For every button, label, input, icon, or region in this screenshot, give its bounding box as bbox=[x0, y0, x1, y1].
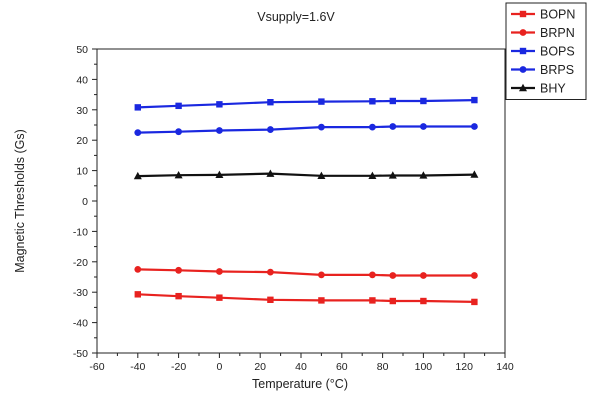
series-bhy bbox=[133, 169, 479, 180]
data-point-bhy bbox=[174, 170, 183, 179]
series-brps bbox=[134, 123, 478, 137]
series-bopn bbox=[134, 291, 478, 306]
data-point-brpn bbox=[267, 268, 274, 276]
data-point-bops bbox=[471, 96, 478, 104]
data-point-bopn bbox=[420, 297, 427, 305]
data-point-bhy bbox=[133, 171, 142, 180]
data-point-brpn bbox=[369, 271, 376, 279]
data-point-bhy bbox=[368, 171, 377, 179]
data-point-bopn bbox=[389, 297, 396, 305]
x-tick-label: 100 bbox=[415, 361, 433, 373]
y-tick-label: -30 bbox=[73, 287, 88, 299]
data-point-brps bbox=[389, 123, 397, 130]
y-tick-label: -10 bbox=[73, 226, 88, 238]
data-point-bopn bbox=[318, 297, 325, 304]
data-point-brpn bbox=[134, 266, 142, 273]
data-point-bops bbox=[318, 98, 325, 105]
data-point-bops bbox=[216, 101, 223, 108]
x-tick-label: 0 bbox=[216, 361, 222, 373]
data-point-bhy bbox=[317, 171, 326, 179]
x-axis-title: Temperature (°C) bbox=[252, 377, 348, 391]
x-tick-label: -60 bbox=[89, 361, 104, 373]
data-point-bhy bbox=[266, 169, 275, 177]
data-point-brps bbox=[369, 123, 376, 131]
data-point-brps bbox=[216, 127, 223, 134]
data-point-brps bbox=[318, 123, 325, 131]
legend-label: BOPS bbox=[540, 45, 575, 59]
data-point-bhy bbox=[419, 171, 428, 179]
data-point-brps bbox=[420, 123, 427, 130]
series-bops bbox=[134, 96, 478, 111]
y-tick-label: 10 bbox=[76, 166, 88, 178]
data-point-bops bbox=[175, 102, 182, 110]
y-tick-label: -50 bbox=[73, 348, 88, 360]
y-axis-ticks: 50 40 30 20 10 0 -10 -20 -30 -40 -50 bbox=[73, 44, 97, 360]
legend-marker bbox=[519, 29, 527, 36]
legend-marker bbox=[519, 66, 527, 73]
data-point-brpn bbox=[175, 266, 183, 274]
series-brpn bbox=[134, 266, 478, 279]
plot-frame bbox=[96, 48, 506, 354]
y-tick-label: 50 bbox=[76, 44, 88, 56]
y-tick-label: 30 bbox=[76, 105, 88, 117]
x-tick-label: 80 bbox=[377, 361, 389, 373]
chart-title: Vsupply=1.6V bbox=[257, 10, 335, 24]
x-axis-ticks: -60 -40 -20 0 20 40 60 80 100 120 140 bbox=[89, 353, 514, 373]
data-point-brps bbox=[175, 128, 183, 136]
data-point-bops bbox=[267, 99, 274, 106]
legend-entry-bhy: BHY bbox=[511, 82, 566, 96]
data-point-brpn bbox=[389, 272, 397, 279]
data-point-bhy bbox=[215, 170, 224, 179]
data-point-bhy bbox=[470, 170, 479, 178]
legend-entry-brps: BRPS bbox=[511, 63, 574, 77]
data-point-bops bbox=[134, 104, 141, 111]
data-point-brpn bbox=[216, 268, 223, 275]
data-point-bops bbox=[389, 97, 396, 105]
data-point-brpn bbox=[420, 272, 427, 279]
x-tick-label: -40 bbox=[130, 361, 145, 373]
legend: BOPN BRPN BOPS BRPS BHY bbox=[505, 2, 587, 100]
legend-entry-bopn: BOPN bbox=[511, 8, 575, 22]
legend-label: BOPN bbox=[540, 8, 575, 22]
data-point-brps bbox=[471, 123, 478, 130]
y-axis-title: Magnetic Thresholds (Gs) bbox=[13, 129, 27, 273]
plot-border bbox=[96, 48, 506, 354]
x-tick-label: -20 bbox=[171, 361, 186, 373]
y-tick-label: -20 bbox=[73, 257, 88, 269]
data-point-bopn bbox=[471, 298, 478, 306]
y-tick-label: 0 bbox=[82, 196, 88, 208]
data-point-bops bbox=[420, 97, 427, 105]
legend-label: BHY bbox=[540, 82, 566, 96]
data-point-brpn bbox=[318, 271, 325, 279]
data-point-brps bbox=[267, 126, 274, 133]
data-point-bops bbox=[369, 98, 376, 105]
x-tick-label: 120 bbox=[455, 361, 473, 373]
legend-entry-brpn: BRPN bbox=[511, 26, 575, 40]
data-point-bopn bbox=[134, 291, 141, 298]
series-layer bbox=[133, 96, 479, 306]
legend-label: BRPS bbox=[540, 63, 574, 77]
data-point-bhy bbox=[388, 171, 397, 179]
x-tick-label: 140 bbox=[496, 361, 514, 373]
legend-label: BRPN bbox=[540, 26, 575, 40]
legend-marker bbox=[519, 47, 527, 55]
x-tick-label: 60 bbox=[336, 361, 348, 373]
data-point-bopn bbox=[267, 296, 274, 303]
legend-marker bbox=[519, 10, 527, 18]
data-point-bopn bbox=[175, 292, 182, 300]
y-tick-label: -40 bbox=[73, 318, 88, 330]
x-tick-label: 20 bbox=[254, 361, 266, 373]
legend-entry-bops: BOPS bbox=[511, 45, 575, 59]
x-tick-label: 40 bbox=[295, 361, 307, 373]
data-point-brpn bbox=[471, 272, 478, 279]
legend-marker bbox=[519, 83, 527, 92]
data-point-bopn bbox=[369, 297, 376, 304]
data-point-bopn bbox=[216, 294, 223, 301]
y-tick-label: 40 bbox=[76, 74, 88, 86]
y-tick-label: 20 bbox=[76, 135, 88, 147]
data-point-brps bbox=[134, 129, 142, 137]
